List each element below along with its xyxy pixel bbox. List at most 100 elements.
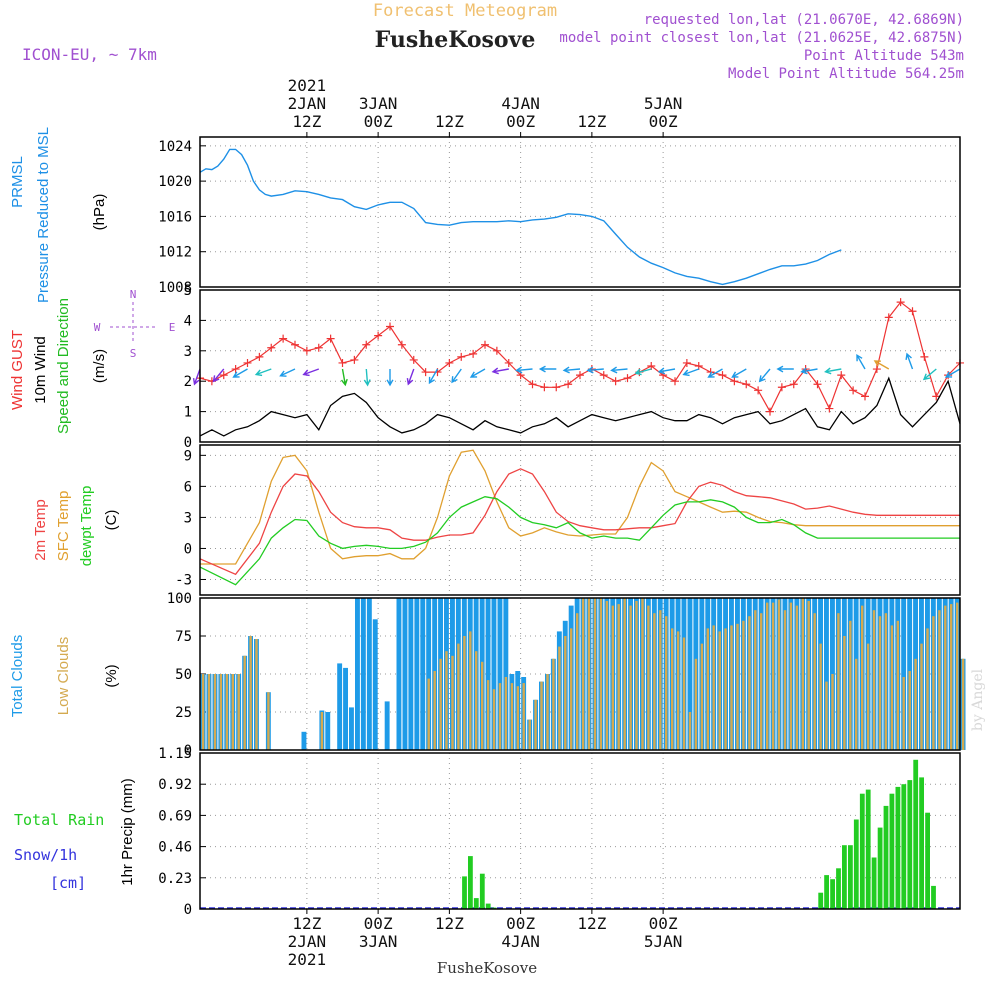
- time-label-top: 3JAN: [359, 94, 398, 113]
- low-cloud-bar: [587, 598, 591, 750]
- precip-bar: [462, 876, 467, 909]
- gust-marker: [279, 334, 288, 343]
- tick-label: 0.92: [158, 777, 192, 793]
- panel-frame: [199, 752, 961, 910]
- precip-bar: [824, 875, 829, 909]
- panel-frame: [199, 597, 961, 751]
- low-cloud-bar: [807, 601, 810, 750]
- time-label-top: 4JAN: [501, 94, 540, 113]
- total-cloud-bar: [384, 701, 390, 750]
- total-cloud-bar: [408, 598, 414, 750]
- low-cloud-bar: [724, 628, 727, 750]
- gust-marker: [314, 343, 323, 352]
- low-cloud-bar: [932, 616, 935, 750]
- low-cloud-bar: [837, 613, 840, 750]
- tick-label: 1.15: [158, 746, 192, 762]
- precip-bar: [818, 892, 824, 909]
- precip-bar: [479, 873, 485, 909]
- low-cloud-bar: [961, 658, 965, 750]
- gust-marker: [777, 383, 786, 392]
- wind-direction-arrow: [586, 366, 604, 374]
- point-altitude: Point Altitude 543m: [804, 48, 964, 64]
- total-cloud-bar: [355, 598, 360, 750]
- t2m-line: [199, 468, 960, 576]
- low-cloud-bar: [712, 625, 715, 750]
- low-cloud-bar: [676, 631, 680, 750]
- low-cloud-bar: [700, 643, 704, 750]
- low-cloud-bar: [783, 610, 787, 750]
- requested-coords: requested lon,lat (21.0670E, 42.6869N): [644, 12, 964, 28]
- total-cloud-bar: [503, 598, 509, 750]
- low-cloud-bar: [641, 598, 644, 750]
- low-cloud-bar: [647, 605, 650, 750]
- low-cloud-bar: [249, 636, 252, 750]
- tick-label: 100: [167, 591, 192, 607]
- low-cloud-bar: [427, 678, 430, 750]
- closest-coords: model point closest lon,lat (21.0625E, 4…: [559, 30, 964, 46]
- compass-rose: N S W E: [94, 288, 176, 360]
- tick-label: 0.69: [158, 808, 192, 824]
- gust-marker: [671, 377, 679, 386]
- time-label-top: 12Z: [292, 112, 321, 131]
- clouds-panel: Total Clouds Low Clouds (%) by Angel 0 25…: [9, 591, 986, 759]
- time-label-bottom: 12Z: [435, 914, 464, 933]
- precip-bar: [853, 819, 859, 909]
- low-cloud-bar: [926, 628, 929, 750]
- low-cloud-bar: [611, 605, 614, 750]
- low-cloud-bar: [570, 628, 573, 750]
- precip-bar: [895, 786, 901, 909]
- time-label-bottom: 00Z: [649, 914, 678, 933]
- low-cloud-bar: [682, 637, 686, 750]
- compass-west: W: [94, 321, 101, 334]
- low-cloud-bar: [605, 601, 609, 750]
- wind-direction-arrow: [707, 368, 723, 378]
- wind-direction-arrow: [657, 367, 676, 375]
- time-label-top: 5JAN: [644, 94, 683, 113]
- tick-label: 0.23: [158, 871, 192, 887]
- wind-direction-arrow: [856, 353, 866, 370]
- wind-dir-label: Speed and Direction: [55, 298, 72, 434]
- tick-label: 1012: [158, 245, 192, 261]
- low-cloud-bar: [564, 636, 567, 750]
- wind-direction-arrow: [279, 368, 296, 377]
- time-label-bottom: 4JAN: [501, 932, 540, 951]
- time-label-bottom: 5JAN: [644, 932, 683, 951]
- low-cloud-bar: [843, 636, 846, 750]
- low-cloud-bar: [593, 598, 597, 750]
- tick-label: 0.46: [158, 840, 192, 856]
- gust-marker: [231, 365, 240, 374]
- gust-marker: [504, 358, 513, 367]
- wind-unit: (m/s): [91, 349, 108, 383]
- wind-direction-arrow: [562, 366, 581, 374]
- low-cloud-bar: [243, 655, 246, 750]
- low-cloud-bar: [896, 620, 899, 750]
- low-cloud-bar: [558, 646, 561, 750]
- gust-marker: [338, 358, 347, 367]
- gust-marker: [884, 313, 893, 322]
- total-cloud-bar: [491, 598, 497, 750]
- time-label-top: 00Z: [649, 112, 678, 131]
- low-cloud-bar: [902, 677, 905, 750]
- precip-bar: [901, 784, 907, 909]
- gust-marker: [920, 352, 929, 361]
- low-cloud-bar: [813, 613, 816, 750]
- low-cloud-bar: [849, 620, 852, 750]
- gust-marker: [682, 358, 691, 367]
- total-clouds-label: Total Clouds: [9, 635, 26, 718]
- precip-unit: 1hr Precip (mm): [119, 778, 136, 886]
- gust-marker: [243, 358, 252, 367]
- precip-bar: [830, 879, 835, 909]
- low-cloud-bar: [861, 605, 864, 750]
- precip-bar: [836, 868, 841, 909]
- gust-marker: [540, 383, 549, 392]
- low-cloud-bar: [540, 681, 543, 750]
- gust-marker: [409, 355, 418, 364]
- gust-marker: [623, 374, 632, 383]
- tick-label: 1020: [158, 174, 192, 190]
- low-cloud-bar: [718, 631, 721, 750]
- temp-2m-label: 2m Temp: [32, 499, 49, 560]
- precip-bar: [919, 777, 924, 909]
- panel-frame: [199, 444, 961, 596]
- gust-marker: [469, 349, 478, 358]
- low-cloud-bar: [819, 643, 822, 750]
